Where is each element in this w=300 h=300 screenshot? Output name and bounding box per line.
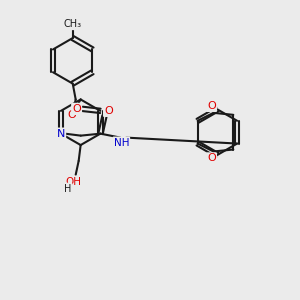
Text: H: H	[64, 184, 71, 194]
Text: O: O	[68, 110, 76, 120]
Text: N: N	[57, 129, 65, 139]
Text: NH: NH	[114, 138, 129, 148]
Text: O: O	[72, 104, 81, 114]
Text: OH: OH	[66, 177, 82, 187]
Text: O: O	[207, 153, 216, 164]
Text: O: O	[207, 101, 216, 111]
Text: O: O	[104, 106, 113, 116]
Text: CH₃: CH₃	[64, 19, 82, 29]
